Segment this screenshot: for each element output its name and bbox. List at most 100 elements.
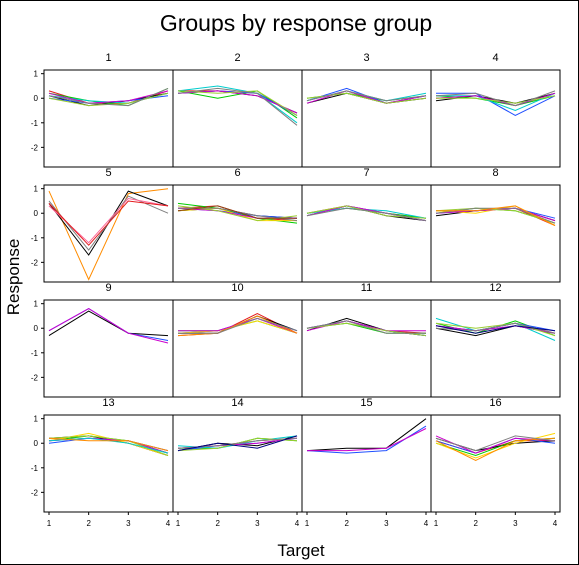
y-tick-label: 0 <box>34 439 39 448</box>
y-tick-label: 1 <box>34 415 39 424</box>
series-line <box>435 90 556 107</box>
panel-8: 8 <box>430 167 561 283</box>
panel-4: 4 <box>430 52 561 168</box>
panel-frame <box>301 299 432 398</box>
series-line <box>306 320 426 334</box>
y-tick-label: -2 <box>31 258 39 267</box>
panel-9: 9 1 0 -1 -2 <box>31 282 174 398</box>
panel-7: 7 <box>301 167 432 283</box>
series-line <box>177 437 298 449</box>
panel-frame <box>43 414 174 513</box>
panel-frame <box>301 184 432 283</box>
y-tick-label: -1 <box>31 234 39 243</box>
series-line <box>436 205 556 226</box>
y-tick-label: 1 <box>34 300 39 309</box>
series-line <box>306 418 427 452</box>
y-tick-label: 1 <box>34 185 39 194</box>
series-line <box>436 95 556 104</box>
panel-frame <box>172 69 303 168</box>
panel-12: 12 <box>430 282 561 398</box>
panel-title: 14 <box>231 397 243 409</box>
y-axis-title: Response <box>4 239 23 316</box>
panel-frame <box>430 414 561 513</box>
panel-13: 13 1 0 -1 -2 1 2 3 4 <box>31 397 174 528</box>
x-axis-title: Target <box>277 541 325 560</box>
x-tick-label: 4 <box>553 519 558 528</box>
panel-frame <box>172 184 303 283</box>
panel-title: 6 <box>234 167 240 179</box>
x-tick-label: 3 <box>513 519 518 528</box>
series-line <box>435 435 556 452</box>
series-line <box>48 90 169 104</box>
panel-1: 1 1 0 -1 -2 <box>31 52 174 168</box>
panel-title: 12 <box>489 282 501 294</box>
series-line <box>48 308 169 344</box>
panel-title: 2 <box>234 52 240 64</box>
x-tick-label: 1 <box>176 519 181 528</box>
x-tick-label: 2 <box>86 519 91 528</box>
y-tick-label: -1 <box>31 119 39 128</box>
panel-3: 3 <box>301 52 432 168</box>
panel-frame <box>43 299 174 398</box>
x-tick-label: 1 <box>47 519 52 528</box>
panel-title: 15 <box>360 397 372 409</box>
panel-title: 10 <box>231 282 243 294</box>
series-line <box>436 92 556 112</box>
panel-frame <box>430 299 561 398</box>
series-line <box>307 428 427 452</box>
x-tick-label: 2 <box>215 519 220 528</box>
y-tick-label: -2 <box>31 488 39 497</box>
series-line <box>435 207 556 224</box>
x-tick-label: 4 <box>424 519 429 528</box>
series-line <box>48 87 169 107</box>
series-line <box>177 85 298 124</box>
y-tick-label: 0 <box>34 209 39 218</box>
panel-frame <box>43 184 174 283</box>
chart-title: Groups by response group <box>160 10 432 36</box>
series-line <box>436 92 556 116</box>
series-line <box>306 207 427 222</box>
series-line <box>177 87 298 126</box>
y-tick-label: 1 <box>34 70 39 79</box>
panel-frame <box>430 184 561 283</box>
panel-title: 16 <box>489 397 501 409</box>
panel-title: 3 <box>363 52 369 64</box>
y-tick-label: 0 <box>34 94 39 103</box>
series-line <box>306 90 427 104</box>
panel-14: 14 1 2 3 4 <box>172 397 303 528</box>
panel-6: 6 <box>172 167 303 283</box>
panel-title: 9 <box>105 282 111 294</box>
y-tick-label: -2 <box>31 143 39 152</box>
y-tick-label: -1 <box>31 464 39 473</box>
panel-16: 16 1 2 3 4 <box>430 397 561 528</box>
x-tick-label: 1 <box>434 519 439 528</box>
panel-frame <box>172 414 303 513</box>
series-line <box>177 435 298 449</box>
series-line <box>177 435 298 452</box>
panel-2: 2 <box>172 52 303 168</box>
y-tick-label: -1 <box>31 349 39 358</box>
x-tick-label: 3 <box>255 519 260 528</box>
panel-10: 10 <box>172 282 303 398</box>
series-line <box>48 432 169 456</box>
x-tick-label: 3 <box>126 519 131 528</box>
panel-frame <box>301 69 432 168</box>
series-line <box>48 437 169 452</box>
panel-11: 11 <box>301 282 432 398</box>
x-tick-label: 4 <box>295 519 300 528</box>
x-tick-label: 1 <box>305 519 310 528</box>
panel-title: 11 <box>361 282 372 294</box>
series-line <box>178 317 298 334</box>
panel-title: 7 <box>363 167 369 179</box>
x-tick-label: 3 <box>384 519 389 528</box>
series-line <box>306 205 427 222</box>
panel-frame <box>430 69 561 168</box>
panel-title: 5 <box>105 167 111 179</box>
series-line <box>306 90 427 102</box>
series-line <box>435 322 556 337</box>
series-line <box>177 90 298 116</box>
series-line <box>48 200 169 246</box>
x-tick-label: 2 <box>344 519 349 528</box>
